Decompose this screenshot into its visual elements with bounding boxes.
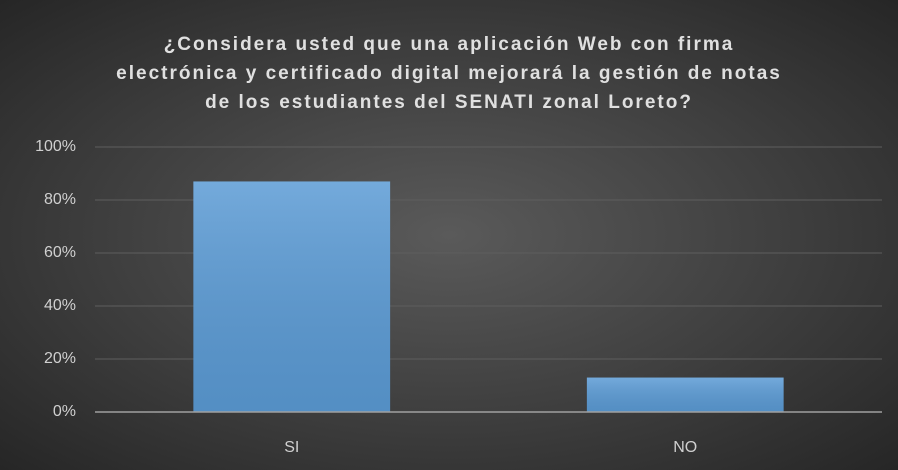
x-tick-label: NO bbox=[673, 439, 697, 456]
y-tick-label: 20% bbox=[44, 350, 76, 367]
chart-title: ¿Considera usted que una aplicación Web … bbox=[116, 34, 782, 113]
y-tick-label: 100% bbox=[35, 138, 76, 155]
x-tick-label: SI bbox=[284, 439, 299, 456]
y-tick-label: 40% bbox=[44, 297, 76, 314]
bar-sheen bbox=[193, 181, 391, 412]
y-tick-label: 80% bbox=[44, 191, 76, 208]
y-tick-label: 0% bbox=[53, 403, 76, 420]
y-tick-label: 60% bbox=[44, 244, 76, 261]
bar-sheen bbox=[586, 377, 784, 412]
